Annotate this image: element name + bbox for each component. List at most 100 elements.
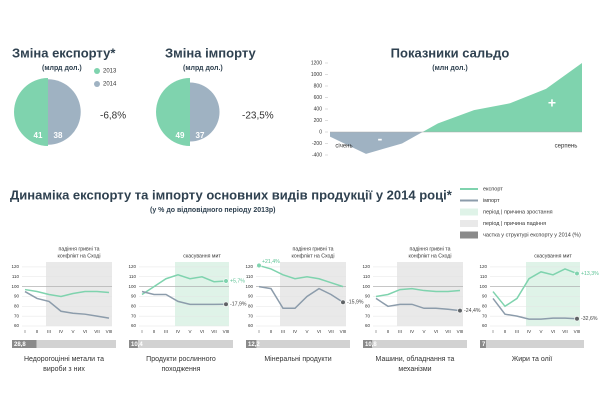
change-label: +13,3%	[581, 271, 599, 277]
y-tick-label: 1200	[311, 60, 322, 66]
x-tick-label: VIII	[457, 329, 464, 334]
period-shade	[397, 262, 463, 326]
x-tick-label: VIII	[340, 329, 347, 334]
legend-swatch	[94, 81, 100, 87]
slice-label: 41	[34, 131, 43, 140]
y-tick-label: 100	[128, 284, 136, 289]
half-pie-slice	[14, 78, 49, 146]
y-tick-label: 0	[319, 129, 322, 135]
y-tick-label: 60	[248, 323, 254, 328]
point-marker	[574, 270, 580, 277]
share-track	[246, 340, 350, 348]
section-subtitle: (у % до відповідного періоду 2013р)	[150, 206, 276, 214]
y-tick-label: 70	[131, 313, 137, 318]
sign-negative: -	[378, 131, 383, 147]
share-label: 7	[482, 342, 486, 348]
y-tick-label: 100	[362, 284, 370, 289]
y-tick-label: 90	[365, 294, 371, 299]
x-tick-label: VII	[94, 329, 100, 334]
y-tick-label: 90	[482, 294, 488, 299]
chart-subtitle: (млн дол.)	[432, 65, 467, 72]
period-label: падіння гривні та	[410, 246, 451, 252]
x-tick-label: I	[141, 329, 142, 334]
legend-label: період | причина падіння	[483, 221, 546, 227]
period-label: скасування мит	[183, 253, 221, 259]
y-tick-label: -200	[312, 141, 322, 147]
period-shade	[46, 262, 112, 326]
change-label: -23,5%	[242, 111, 274, 122]
x-tick-label: II	[270, 329, 273, 334]
x-tick-label: VI	[551, 329, 555, 334]
change-label: +21,4%	[262, 259, 280, 265]
y-tick-label: 1000	[311, 72, 322, 78]
x-tick-label: VII	[211, 329, 217, 334]
point-marker	[574, 316, 580, 322]
change-label: -15,9%	[347, 300, 364, 306]
period-label: конфлікт на Сході	[409, 253, 452, 259]
period-shade	[526, 262, 580, 326]
series-line	[141, 274, 227, 296]
y-tick-label: 70	[248, 313, 254, 318]
y-tick-label: 120	[128, 264, 136, 269]
chart-subtitle: (млрд дол.)	[42, 65, 82, 72]
series-line	[24, 288, 110, 298]
series-line	[492, 268, 578, 308]
slice-label: 37	[196, 131, 205, 140]
x-tick-label: I	[258, 329, 259, 334]
x-tick-label: VII	[328, 329, 334, 334]
x-tick-label: серпень	[555, 144, 578, 150]
series-line	[141, 290, 227, 306]
period-label: конфлікт на Сході	[58, 253, 101, 259]
y-tick-label: 400	[314, 106, 323, 112]
y-tick-label: 70	[482, 313, 488, 318]
y-tick-label: 90	[248, 294, 254, 299]
point-marker	[223, 301, 229, 307]
category-name: походження	[162, 366, 201, 373]
x-tick-label: VIII	[223, 329, 230, 334]
share-track	[480, 340, 584, 348]
y-tick-label: 110	[480, 274, 488, 279]
x-tick-label: VI	[83, 329, 87, 334]
legend-label: імпорт	[483, 198, 500, 204]
category-name: Недорогоцінні метали та	[24, 355, 104, 363]
slice-label: 38	[54, 131, 63, 140]
y-tick-label: 110	[12, 274, 20, 279]
x-tick-label: IV	[176, 329, 180, 334]
x-tick-label: III	[398, 329, 402, 334]
y-tick-label: 120	[479, 264, 487, 269]
y-tick-label: 120	[362, 264, 370, 269]
y-tick-label: 80	[482, 303, 488, 308]
share-bar	[363, 340, 373, 348]
share-bar	[12, 340, 37, 348]
legend-swatch	[460, 208, 478, 216]
y-tick-label: 110	[129, 274, 137, 279]
series-line	[258, 264, 344, 288]
x-tick-label: I	[24, 329, 25, 334]
x-tick-label: V	[71, 329, 74, 334]
series-line	[258, 285, 344, 310]
series-line	[24, 290, 110, 319]
y-tick-label: 110	[363, 274, 371, 279]
legend-label: 2014	[103, 82, 117, 88]
y-tick-label: 800	[314, 83, 323, 89]
y-tick-label: 90	[14, 294, 20, 299]
x-tick-label: V	[305, 329, 308, 334]
x-tick-label: IV	[527, 329, 531, 334]
x-tick-label: VII	[562, 329, 568, 334]
x-tick-label: II	[504, 329, 507, 334]
x-tick-label: II	[387, 329, 390, 334]
share-label: 10,4	[131, 342, 143, 348]
change-label: -17,9%	[230, 302, 247, 308]
x-tick-label: VI	[317, 329, 321, 334]
share-track	[129, 340, 233, 348]
x-tick-label: III	[281, 329, 285, 334]
x-tick-label: I	[492, 329, 493, 334]
share-label: 28,8	[14, 342, 26, 348]
legend-swatch	[460, 220, 478, 227]
x-tick-label: IV	[410, 329, 414, 334]
y-tick-label: 100	[11, 284, 19, 289]
period-shade	[175, 262, 229, 326]
period-label: падіння гривні та	[293, 246, 334, 252]
change-label: +5,7%	[230, 278, 245, 284]
y-tick-label: 60	[482, 323, 488, 328]
